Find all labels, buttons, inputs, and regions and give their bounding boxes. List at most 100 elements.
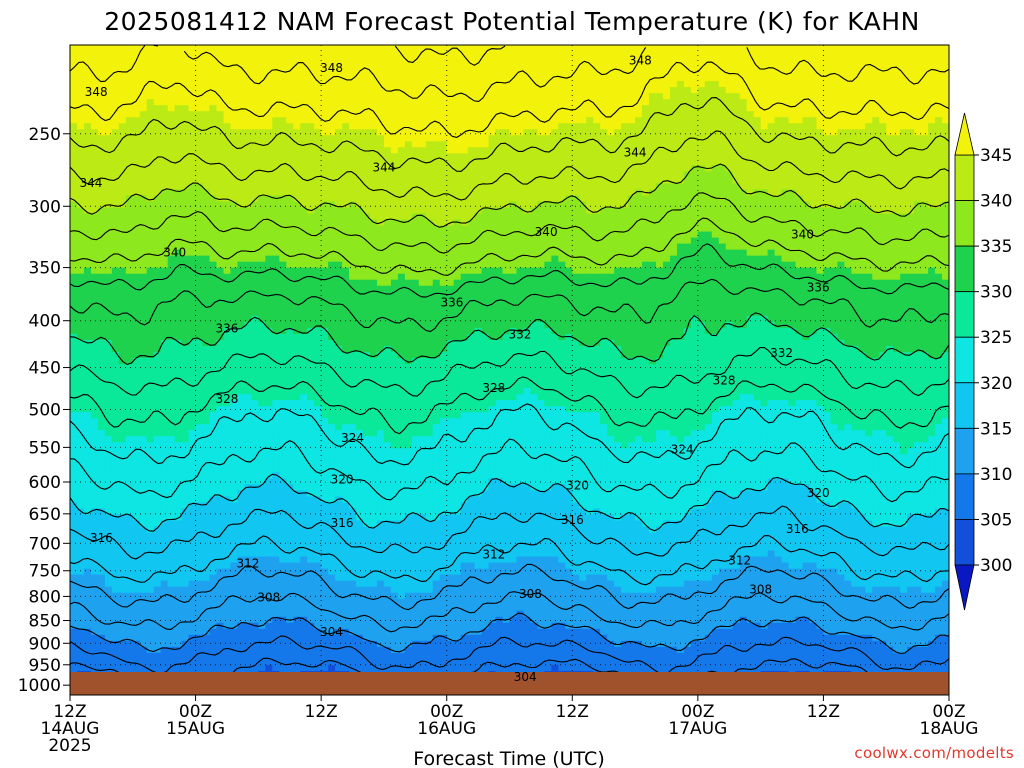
band-cell	[900, 93, 908, 100]
band-cell	[432, 81, 441, 88]
band-cell	[390, 255, 399, 263]
band-cell	[390, 231, 399, 239]
band-cell	[830, 183, 838, 191]
band-cell	[439, 75, 448, 82]
band-cell	[70, 141, 78, 148]
band-cell	[816, 195, 825, 203]
band-cell	[307, 225, 315, 233]
band-cell	[565, 213, 573, 221]
band-cell	[830, 105, 838, 112]
band-cell	[704, 147, 713, 154]
band-cell	[781, 273, 790, 281]
band-cell	[816, 117, 825, 124]
band-cell	[656, 141, 664, 148]
band-cell	[837, 141, 845, 148]
band-cell	[265, 93, 273, 100]
band-cell	[802, 51, 811, 58]
band-cell	[111, 129, 120, 136]
band-cell	[397, 99, 406, 106]
band-cell	[865, 87, 873, 94]
band-cell	[363, 189, 371, 197]
band-cell	[265, 129, 273, 136]
band-cell	[921, 135, 929, 142]
band-cell	[209, 129, 218, 136]
band-cell	[788, 165, 797, 172]
band-cell	[111, 213, 120, 221]
band-cell	[488, 237, 497, 245]
band-cell	[321, 57, 329, 64]
band-cell	[314, 63, 322, 70]
band-cell	[237, 243, 246, 251]
band-cell	[711, 111, 720, 118]
band-cell	[167, 123, 176, 130]
band-cell	[76, 171, 85, 179]
band-cell	[942, 207, 949, 215]
band-cell	[662, 207, 671, 215]
band-cell	[900, 231, 908, 239]
band-cell	[823, 93, 832, 100]
band-cell	[356, 117, 364, 124]
band-cell	[118, 57, 127, 64]
band-cell	[851, 273, 859, 281]
band-cell	[237, 147, 246, 154]
band-cell	[502, 159, 511, 166]
band-cell	[265, 171, 273, 179]
band-cell	[683, 237, 692, 245]
band-cell	[244, 165, 252, 172]
band-cell	[453, 201, 462, 209]
band-cell	[537, 189, 545, 197]
band-cell	[300, 123, 308, 130]
band-cell	[774, 231, 783, 239]
band-cell	[600, 207, 608, 215]
band-cell	[146, 123, 155, 130]
band-cell	[404, 75, 413, 82]
band-cell	[369, 159, 378, 166]
band-cell	[865, 63, 873, 70]
band-cell	[181, 279, 190, 287]
band-cell	[823, 159, 832, 166]
band-cell	[544, 75, 552, 82]
band-cell	[279, 105, 287, 112]
band-cell	[844, 261, 852, 269]
band-cell	[167, 45, 176, 52]
band-cell	[928, 93, 936, 100]
band-cell	[432, 183, 441, 191]
band-cell	[314, 99, 322, 106]
band-cell	[614, 177, 622, 185]
band-cell	[844, 87, 852, 94]
band-cell	[697, 45, 706, 52]
band-cell	[809, 171, 818, 179]
band-cell	[376, 189, 385, 197]
band-cell	[509, 105, 518, 112]
band-cell	[383, 201, 392, 209]
band-cell	[76, 225, 85, 233]
band-cell	[314, 237, 322, 245]
band-cell	[76, 111, 85, 118]
band-cell	[132, 159, 141, 166]
band-cell	[349, 189, 357, 197]
band-cell	[230, 237, 239, 245]
band-cell	[942, 45, 949, 52]
band-cell	[251, 105, 259, 112]
band-cell	[914, 219, 922, 227]
band-cell	[865, 183, 873, 191]
band-cell	[676, 57, 685, 64]
band-cell	[614, 147, 622, 154]
band-cell	[321, 231, 329, 239]
band-cell	[621, 183, 629, 191]
band-cell	[621, 63, 629, 70]
band-cell	[593, 123, 601, 130]
band-cell	[411, 93, 420, 100]
band-cell	[300, 135, 308, 142]
band-cell	[607, 99, 615, 106]
band-cell	[662, 231, 671, 239]
band-cell	[516, 183, 525, 191]
band-cell	[125, 189, 134, 197]
band-cell	[335, 207, 343, 215]
band-cell	[509, 261, 518, 269]
band-cell	[83, 45, 92, 52]
band-cell	[921, 105, 929, 112]
band-cell	[314, 75, 322, 82]
band-cell	[195, 51, 204, 58]
band-cell	[739, 189, 748, 197]
